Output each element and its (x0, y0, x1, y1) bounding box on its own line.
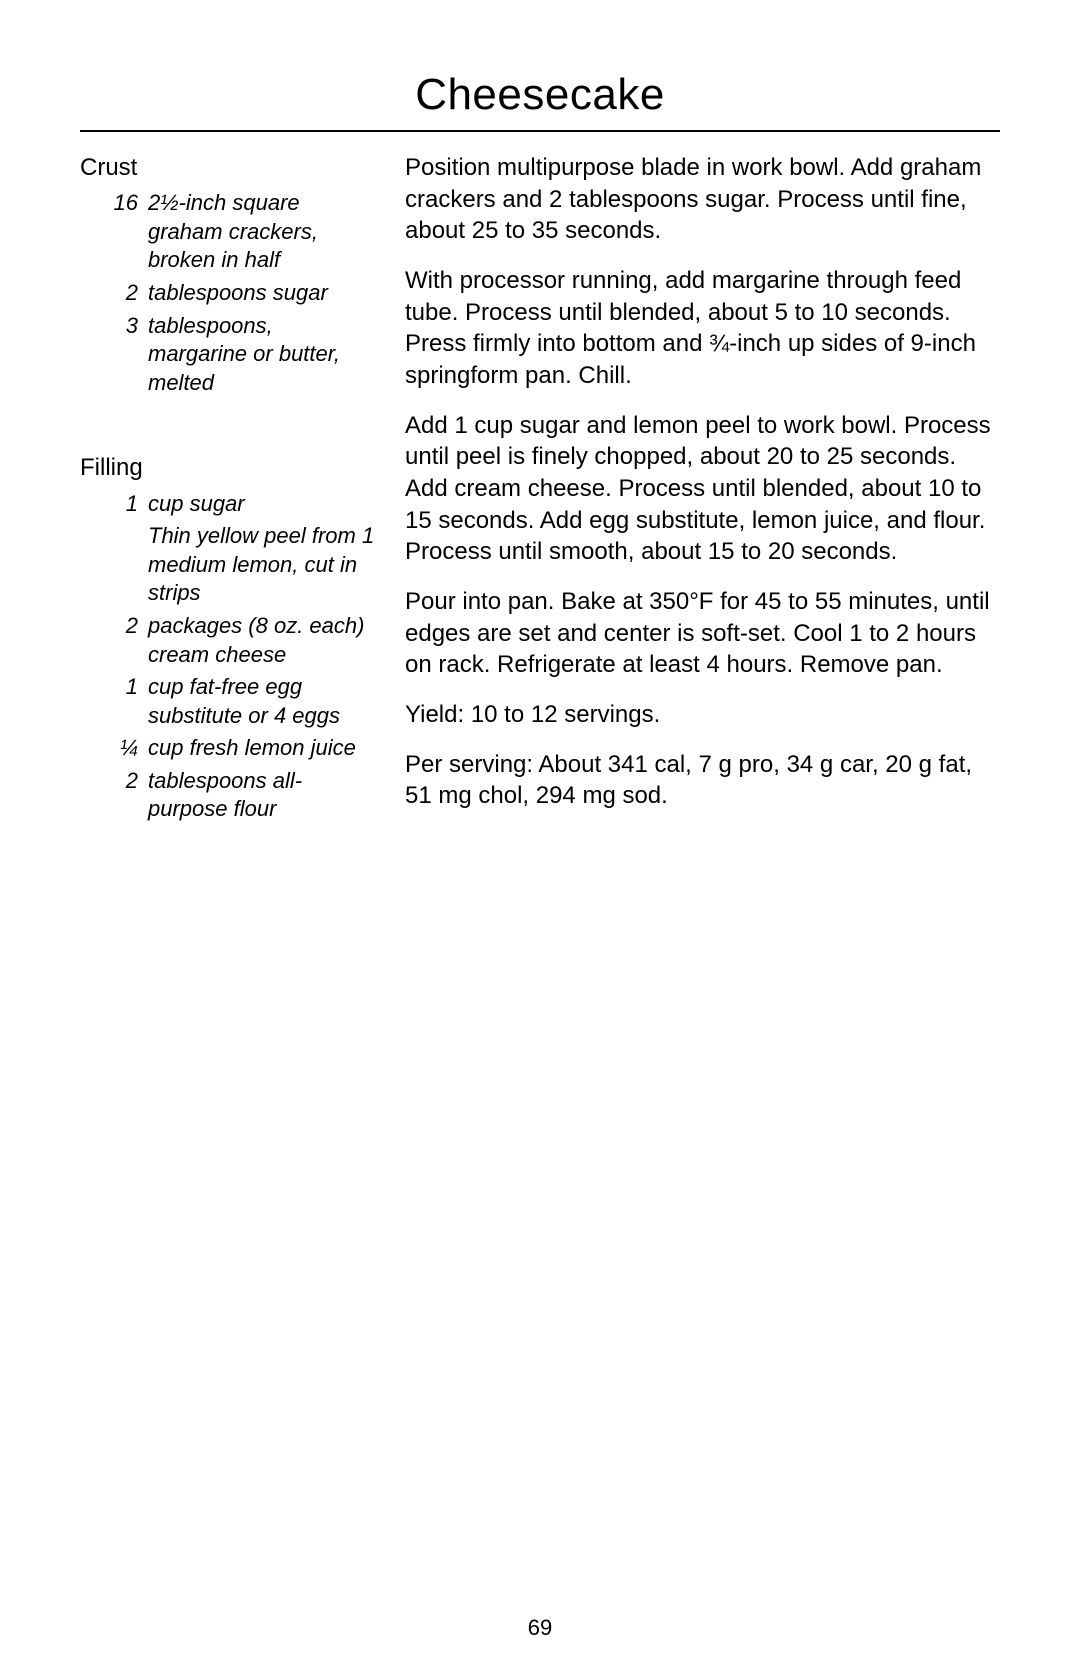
recipe-content: Crust 16 2½-inch square graham crackers,… (80, 152, 1000, 830)
ingredient-item: packages (8 oz. each) cream cheese (148, 612, 375, 669)
ingredients-column: Crust 16 2½-inch square graham crackers,… (80, 152, 375, 830)
ingredient-qty: 2 (104, 279, 148, 308)
instruction-paragraph: Position multipurpose blade in work bowl… (405, 152, 1000, 247)
ingredient-item: cup fresh lemon juice (148, 734, 375, 763)
ingredient-item: tablespoons all-purpose flour (148, 767, 375, 824)
ingredient-row: 3 tablespoons, margarine or butter, melt… (80, 312, 375, 398)
title-divider (80, 130, 1000, 132)
nutrition-text: Per serving: About 341 cal, 7 g pro, 34 … (405, 749, 1000, 812)
ingredient-item: tablespoons sugar (148, 279, 375, 308)
instruction-paragraph: With processor running, add margarine th… (405, 265, 1000, 392)
page-number: 69 (0, 1615, 1080, 1641)
ingredient-item: Thin yellow peel from 1 medium lemon, cu… (148, 522, 375, 608)
ingredient-row: 16 2½-inch square graham crackers, broke… (80, 189, 375, 275)
ingredient-row: 1 cup sugar (80, 490, 375, 519)
ingredient-item: cup fat-free egg substitute or 4 eggs (148, 673, 375, 730)
ingredient-qty: 1 (104, 673, 148, 730)
ingredient-row: ¼ cup fresh lemon juice (80, 734, 375, 763)
ingredient-row: 2 tablespoons all-purpose flour (80, 767, 375, 824)
ingredient-item: tablespoons, margarine or butter, melted (148, 312, 375, 398)
instruction-paragraph: Add 1 cup sugar and lemon peel to work b… (405, 410, 1000, 568)
instruction-paragraph: Pour into pan. Bake at 350°F for 45 to 5… (405, 586, 1000, 681)
ingredient-qty: ¼ (104, 734, 148, 763)
ingredient-row: 2 packages (8 oz. each) cream cheese (80, 612, 375, 669)
ingredient-qty: 16 (104, 189, 148, 275)
ingredient-row: 2 tablespoons sugar (80, 279, 375, 308)
recipe-title: Cheesecake (80, 70, 1000, 130)
crust-heading: Crust (80, 152, 375, 183)
ingredient-qty: 3 (104, 312, 148, 398)
ingredient-qty: 2 (104, 767, 148, 824)
ingredient-qty: 1 (104, 490, 148, 519)
instructions-column: Position multipurpose blade in work bowl… (405, 152, 1000, 830)
ingredient-item: 2½-inch square graham crackers, broken i… (148, 189, 375, 275)
ingredient-row: 1 cup fat-free egg substitute or 4 eggs (80, 673, 375, 730)
ingredient-item: cup sugar (148, 490, 375, 519)
ingredient-qty (104, 522, 148, 608)
ingredient-row: Thin yellow peel from 1 medium lemon, cu… (80, 522, 375, 608)
yield-text: Yield: 10 to 12 servings. (405, 699, 1000, 731)
ingredient-qty: 2 (104, 612, 148, 669)
filling-heading: Filling (80, 452, 375, 483)
